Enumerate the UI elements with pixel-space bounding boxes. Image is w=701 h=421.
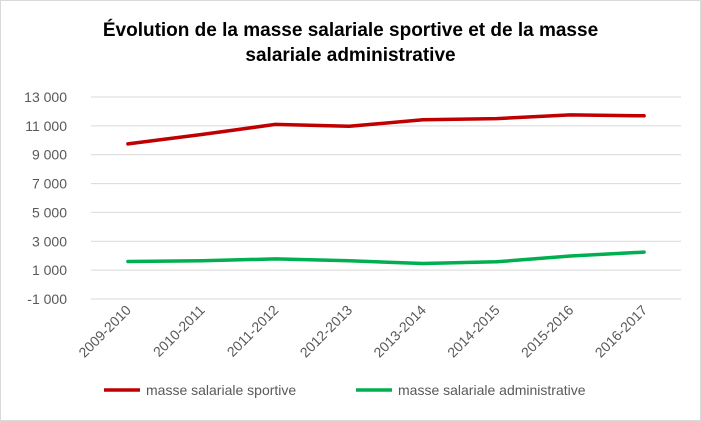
legend-label-1: masse salariale sportive [146, 382, 296, 398]
y-tick-label: 11 000 [25, 118, 67, 134]
x-axis-tick-labels: 2009-2010 2010-2011 2011-2012 2012-2013 2013… [75, 302, 650, 361]
legend-label-2: masse salariale administrative [398, 382, 586, 398]
x-tick-label: 2016-2017 [592, 302, 651, 361]
chart-title-line-1: Évolution de la masse salariale sportive… [102, 20, 599, 41]
x-tick-label: 2015-2016 [518, 302, 577, 361]
y-tick-label: -1 000 [27, 291, 67, 307]
y-tick-label: 13 000 [24, 89, 67, 105]
chart-title: Évolution de la masse salariale sportive… [0, 18, 701, 68]
series-line-2 [126, 250, 646, 266]
y-tick-label: 7 000 [32, 176, 67, 192]
series-lines [126, 113, 646, 266]
x-tick-label: 2014-2015 [444, 302, 503, 361]
x-tick-label: 2009-2010 [75, 302, 134, 361]
x-tick-label: 2013-2014 [370, 302, 429, 361]
x-tick-label: 2011-2012 [224, 302, 282, 360]
y-axis-tick-labels: 13 000 11 000 9 000 7 000 5 000 3 000 1 000 -1 … [24, 89, 67, 307]
x-tick-label: 2010-2011 [150, 302, 208, 360]
y-tick-label: 3 000 [32, 233, 67, 249]
legend: masse salariale sportive masse salariale … [104, 382, 586, 398]
series-line-1 [126, 113, 646, 146]
y-tick-label: 5 000 [32, 204, 67, 220]
gridlines [91, 96, 681, 300]
x-tick-label: 2012-2013 [297, 302, 356, 361]
y-tick-label: 1 000 [32, 262, 67, 278]
y-tick-label: 9 000 [32, 147, 67, 163]
chart-title-line-2: salariale administrative [245, 45, 456, 66]
